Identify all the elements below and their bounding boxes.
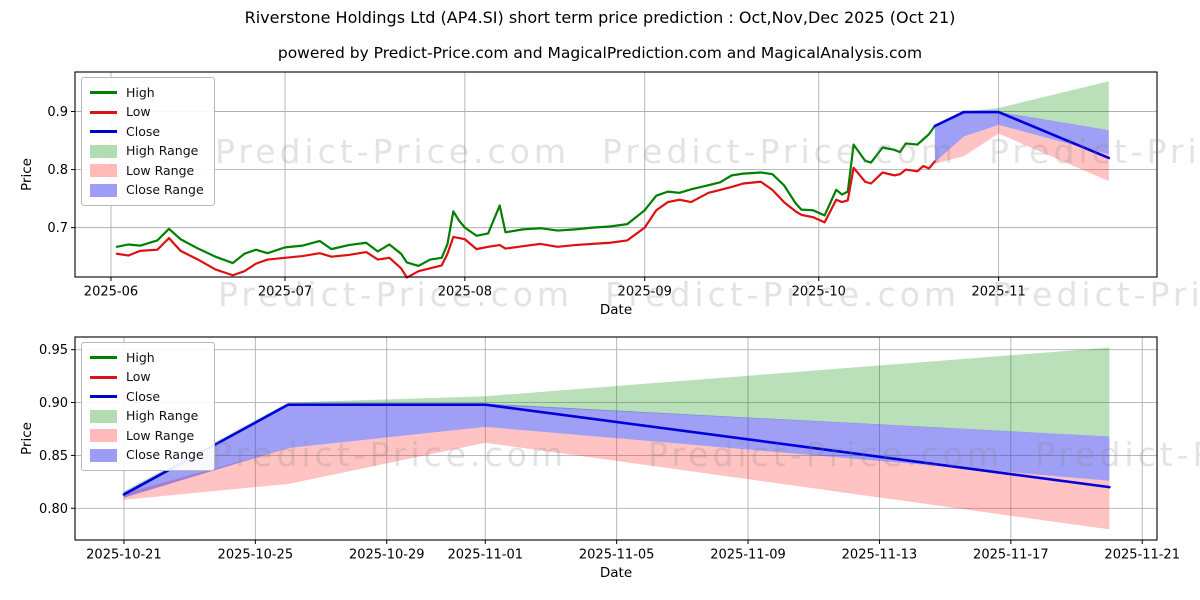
close-range-band bbox=[934, 112, 1109, 163]
watermark-text: Predict-Price.com bbox=[212, 435, 567, 474]
y-tick-label: 0.8 bbox=[47, 163, 68, 178]
watermark-text: Predict-Price.com bbox=[215, 132, 570, 171]
y-axis-label: Price bbox=[19, 422, 35, 455]
low-range-band bbox=[123, 426, 1110, 530]
x-tick-label: 2025-10 bbox=[792, 285, 846, 300]
plot-frame bbox=[74, 336, 1158, 541]
y-axis-label: Price bbox=[19, 158, 35, 191]
x-tick-label: 2025-10-21 bbox=[86, 548, 162, 563]
legend-label: Low Range bbox=[126, 162, 195, 178]
history-with-prediction-chart: 2025-06 2025-07 2025-08 2025-09 2025-10 2025-… bbox=[19, 71, 1158, 318]
high-swatch bbox=[90, 356, 117, 360]
legend-top-chart: High Low Close High Range Low Range Close Ran… bbox=[81, 77, 215, 206]
close-range-band bbox=[123, 403, 1110, 498]
x-tick-label: 2025-10-29 bbox=[349, 548, 425, 563]
chart-subtitle: powered by Predict-Price.com and Magical… bbox=[277, 44, 923, 62]
legend-item-high: High bbox=[90, 348, 204, 368]
x-tick-label: 2025-11-09 bbox=[710, 548, 786, 563]
legend-item-low-range: Low Range bbox=[90, 426, 204, 446]
legend-item-close-range: Close Range bbox=[90, 446, 204, 466]
legend-item-high-range: High Range bbox=[90, 407, 204, 427]
y-tick-label: 0.80 bbox=[39, 502, 68, 517]
legend-item-low-range: Low Range bbox=[90, 161, 204, 181]
high-swatch bbox=[90, 91, 117, 95]
x-axis-label: Date bbox=[600, 565, 632, 581]
x-tick-label: 2025-11-17 bbox=[973, 548, 1049, 563]
legend-label: High bbox=[126, 349, 155, 365]
legend-label: High Range bbox=[126, 408, 199, 423]
low-line bbox=[115, 160, 936, 279]
legend-label: Close Range bbox=[126, 182, 204, 197]
chart-title: Riverstone Holdings Ltd (AP4.SI) short t… bbox=[244, 8, 956, 27]
watermark-text: Predict-Price.com bbox=[992, 275, 1200, 314]
legend-bottom-chart: High Low Close High Range Low Range Close Ran… bbox=[81, 342, 215, 471]
watermark-text: Predict-Price.com bbox=[605, 275, 960, 314]
x-tick-label: 2025-07 bbox=[258, 285, 312, 300]
watermark-text: Predict-Price.com bbox=[602, 132, 957, 171]
legend-label: High Range bbox=[126, 143, 199, 158]
x-tick-label: 2025-11 bbox=[971, 285, 1025, 300]
watermark-text: Predict-Price.com bbox=[1035, 435, 1200, 474]
x-axis-label: Date bbox=[600, 302, 632, 318]
y-tick-label: 0.7 bbox=[47, 221, 68, 236]
x-tick-label: 2025-08 bbox=[438, 285, 492, 300]
legend-label: Close bbox=[126, 123, 161, 139]
close-swatch bbox=[90, 395, 117, 399]
legend-item-close: Close bbox=[90, 122, 204, 142]
watermark-layer: Predict-Price.com Predict-Price.com Predic… bbox=[212, 132, 1200, 474]
legend-item-close: Close bbox=[90, 387, 204, 407]
y-tick-label: 0.95 bbox=[39, 343, 68, 358]
low-swatch bbox=[90, 110, 117, 114]
high-range-band bbox=[123, 347, 1110, 494]
close-range-swatch bbox=[90, 183, 117, 197]
high-range-swatch bbox=[90, 144, 117, 158]
legend-label: Low Range bbox=[126, 427, 195, 443]
legend-label: Close bbox=[126, 388, 161, 404]
y-tick-label: 0.90 bbox=[39, 396, 68, 411]
low-range-band bbox=[934, 124, 1109, 182]
legend-label: Low bbox=[126, 369, 151, 384]
x-tick-label: 2025-11-01 bbox=[447, 548, 523, 563]
legend-item-high-range: High Range bbox=[90, 142, 204, 162]
low-swatch bbox=[90, 375, 117, 379]
legend-label: Close Range bbox=[126, 447, 204, 462]
close-range-swatch bbox=[90, 448, 117, 462]
x-tick-label: 2025-11-13 bbox=[842, 548, 918, 563]
high-range-band bbox=[934, 81, 1109, 131]
x-tick-label: 2025-06 bbox=[84, 285, 138, 300]
x-tick-label: 2025-10-25 bbox=[218, 548, 294, 563]
close-line bbox=[933, 110, 1111, 160]
low-range-swatch bbox=[90, 164, 117, 178]
legend-item-low: Low bbox=[90, 103, 204, 123]
y-tick-label: 0.9 bbox=[47, 105, 68, 120]
high-range-swatch bbox=[90, 409, 117, 423]
legend-label: Low bbox=[126, 104, 151, 119]
legend-item-close-range: Close Range bbox=[90, 181, 204, 201]
watermark-text: Predict-Price.com bbox=[989, 132, 1200, 171]
watermark-text: Predict-Price.com bbox=[648, 435, 1003, 474]
y-tick-label: 0.85 bbox=[39, 449, 68, 464]
close-swatch bbox=[90, 130, 117, 134]
plot-frame bbox=[74, 71, 1158, 278]
high-line bbox=[115, 124, 936, 268]
legend-item-high: High bbox=[90, 83, 204, 103]
x-tick-label: 2025-11-05 bbox=[579, 548, 655, 563]
legend-label: High bbox=[126, 84, 155, 100]
legend-item-low: Low bbox=[90, 368, 204, 388]
x-tick-label: 2025-09 bbox=[618, 285, 672, 300]
low-range-swatch bbox=[90, 429, 117, 443]
watermark-text: Predict-Price.com bbox=[218, 275, 573, 314]
x-tick-label: 2025-11-21 bbox=[1104, 548, 1180, 563]
